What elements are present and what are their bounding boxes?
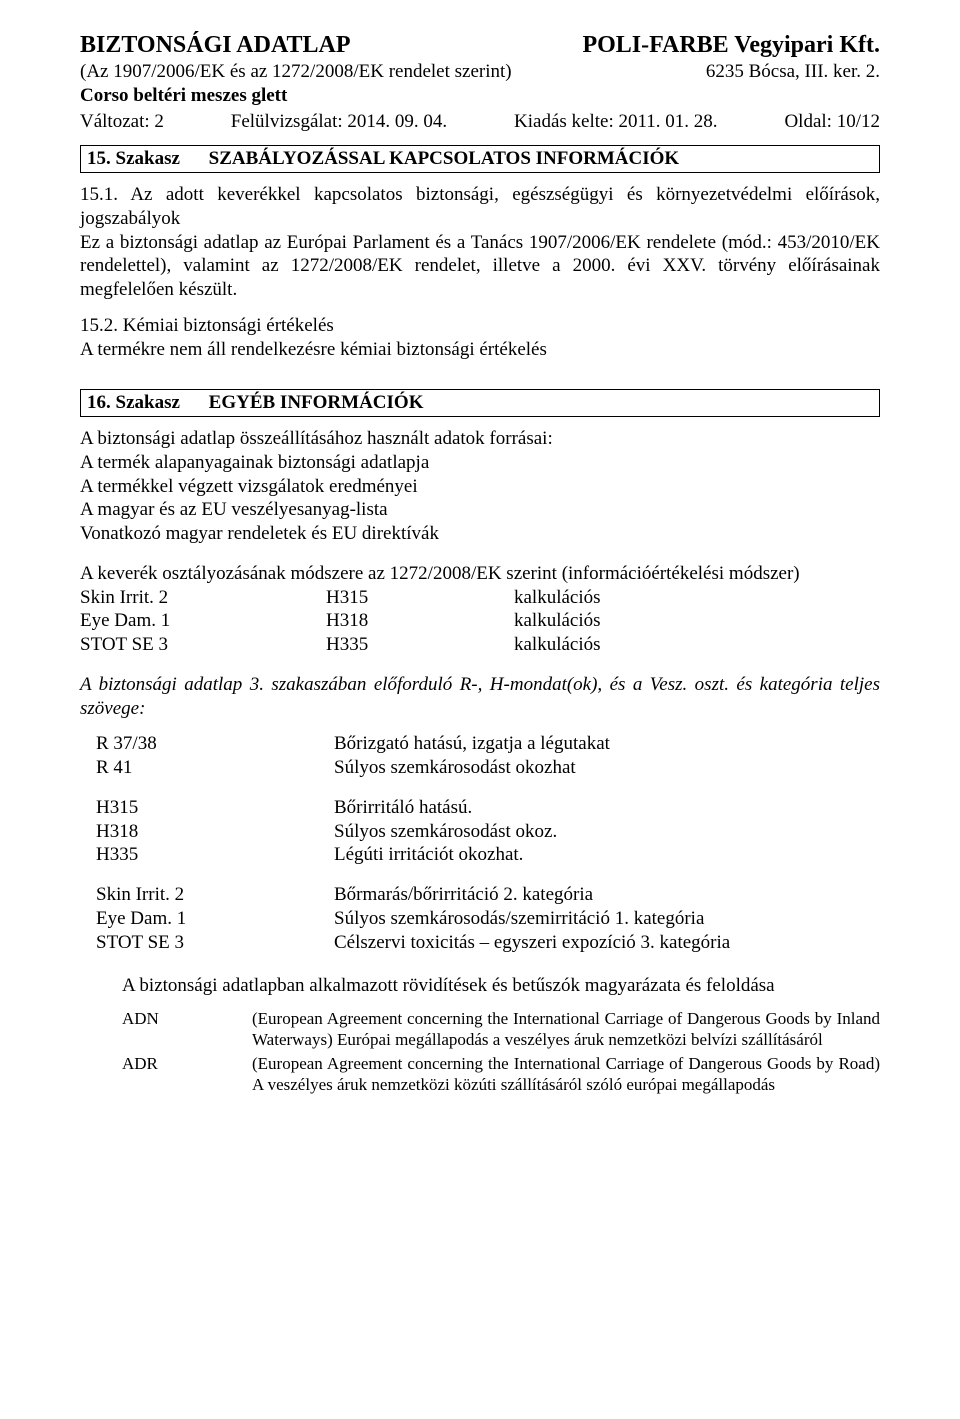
abbrev-list: ADN(European Agreement concerning the In… bbox=[122, 1008, 880, 1095]
h-phrase-list: H315Bőrirritáló hatású.H318Súlyos szemká… bbox=[80, 796, 880, 867]
abbrev-key: ADN bbox=[122, 1008, 252, 1051]
phrase-text: Bőrirritáló hatású. bbox=[334, 796, 880, 820]
list-item: Eye Dam. 1Súlyos szemkárosodás/szemirrit… bbox=[96, 907, 880, 931]
phrase-text: Bőrizgató hatású, izgatja a légutakat bbox=[334, 732, 880, 756]
header-left: BIZTONSÁGI ADATLAP (Az 1907/2006/EK és a… bbox=[80, 30, 512, 108]
section-15-1-title: 15.1. Az adott keverékkel kapcsolatos bi… bbox=[80, 184, 880, 229]
section-16-header: 16. Szakasz EGYÉB INFORMÁCIÓK bbox=[80, 389, 880, 417]
phrase-text: Súlyos szemkárosodás/szemirritáció 1. ka… bbox=[334, 907, 880, 931]
abbrev-desc: (European Agreement concerning the Inter… bbox=[252, 1008, 880, 1051]
phrase-text: Súlyos szemkárosodást okoz. bbox=[334, 820, 880, 844]
phrase-text: Bőrmarás/bőrirritáció 2. kategória bbox=[334, 883, 880, 907]
classification-table: Skin Irrit. 2H315kalkulációsEye Dam. 1H3… bbox=[80, 586, 880, 657]
list-item: H318Súlyos szemkárosodást okoz. bbox=[96, 820, 880, 844]
revision-date: Felülvizsgálat: 2014. 09. 04. bbox=[231, 110, 447, 134]
h-code: H318 bbox=[326, 609, 514, 633]
class-name: Eye Dam. 1 bbox=[80, 609, 326, 633]
category-list: Skin Irrit. 2Bőrmarás/bőrirritáció 2. ka… bbox=[80, 883, 880, 954]
section-15-2-body: A termékre nem áll rendelkezésre kémiai … bbox=[80, 339, 547, 360]
section-15-1: 15.1. Az adott keverékkel kapcsolatos bi… bbox=[80, 183, 880, 302]
section-16-label: 16. Szakasz bbox=[87, 392, 180, 413]
method: kalkulációs bbox=[514, 586, 880, 610]
list-item: STOT SE 3Célszervi toxicitás – egyszeri … bbox=[96, 931, 880, 955]
meta-row: Változat: 2 Felülvizsgálat: 2014. 09. 04… bbox=[80, 110, 880, 134]
phrases-intro: A biztonsági adatlap 3. szakaszában előf… bbox=[80, 673, 880, 721]
abbrev-key: ADR bbox=[122, 1053, 252, 1096]
header-right: POLI-FARBE Vegyipari Kft. 6235 Bócsa, II… bbox=[582, 30, 880, 84]
table-row: Eye Dam. 1H318kalkulációs bbox=[80, 609, 880, 633]
h-code: H335 bbox=[96, 843, 334, 867]
method: kalkulációs bbox=[514, 633, 880, 657]
source-line: A magyar és az EU veszélyesanyag-lista bbox=[80, 498, 880, 522]
section-15-header: 15. Szakasz SZABÁLYOZÁSSAL KAPCSOLATOS I… bbox=[80, 145, 880, 173]
company-address: 6235 Bócsa, III. ker. 2. bbox=[582, 60, 880, 84]
doc-title: BIZTONSÁGI ADATLAP bbox=[80, 30, 512, 60]
source-line: A termékkel végzett vizsgálatok eredmény… bbox=[80, 475, 880, 499]
category-code: Eye Dam. 1 bbox=[96, 907, 334, 931]
r-code: R 37/38 bbox=[96, 732, 334, 756]
sources-intro: A biztonsági adatlap összeállításához ha… bbox=[80, 427, 880, 451]
section-16-title: EGYÉB INFORMÁCIÓK bbox=[209, 392, 424, 413]
product-name: Corso beltéri meszes glett bbox=[80, 84, 512, 108]
source-line: Vonatkozó magyar rendeletek és EU direkt… bbox=[80, 522, 880, 546]
list-item: R 41Súlyos szemkárosodást okozhat bbox=[96, 756, 880, 780]
header: BIZTONSÁGI ADATLAP (Az 1907/2006/EK és a… bbox=[80, 30, 880, 108]
doc-subtitle: (Az 1907/2006/EK és az 1272/2008/EK rend… bbox=[80, 60, 512, 84]
list-item: R 37/38Bőrizgató hatású, izgatja a légut… bbox=[96, 732, 880, 756]
phrase-text: Légúti irritációt okozhat. bbox=[334, 843, 880, 867]
classification-intro: A keverék osztályozásának módszere az 12… bbox=[80, 562, 880, 586]
section-15-title: SZABÁLYOZÁSSAL KAPCSOLATOS INFORMÁCIÓK bbox=[209, 148, 680, 169]
class-name: STOT SE 3 bbox=[80, 633, 326, 657]
company-name: POLI-FARBE Vegyipari Kft. bbox=[582, 30, 880, 60]
h-code: H318 bbox=[96, 820, 334, 844]
abbrev-row: ADN(European Agreement concerning the In… bbox=[122, 1008, 880, 1051]
list-item: H315Bőrirritáló hatású. bbox=[96, 796, 880, 820]
r-phrase-list: R 37/38Bőrizgató hatású, izgatja a légut… bbox=[80, 732, 880, 780]
abbrev-block: A biztonsági adatlapban alkalmazott rövi… bbox=[80, 974, 880, 1095]
table-row: STOT SE 3H335kalkulációs bbox=[80, 633, 880, 657]
phrase-text: Célszervi toxicitás – egyszeri expozíció… bbox=[334, 931, 880, 955]
document-page: BIZTONSÁGI ADATLAP (Az 1907/2006/EK és a… bbox=[0, 0, 960, 1419]
h-code: H315 bbox=[96, 796, 334, 820]
source-line: A termék alapanyagainak biztonsági adatl… bbox=[80, 451, 880, 475]
list-item: H335Légúti irritációt okozhat. bbox=[96, 843, 880, 867]
class-name: Skin Irrit. 2 bbox=[80, 586, 326, 610]
variant: Változat: 2 bbox=[80, 110, 164, 134]
section-15-1-body: Ez a biztonsági adatlap az Európai Parla… bbox=[80, 232, 880, 301]
issue-date: Kiadás kelte: 2011. 01. 28. bbox=[514, 110, 718, 134]
table-row: Skin Irrit. 2H315kalkulációs bbox=[80, 586, 880, 610]
method: kalkulációs bbox=[514, 609, 880, 633]
section-15-label: 15. Szakasz bbox=[87, 148, 180, 169]
category-code: Skin Irrit. 2 bbox=[96, 883, 334, 907]
h-code: H335 bbox=[326, 633, 514, 657]
section-15-2: 15.2. Kémiai biztonsági értékelés A term… bbox=[80, 314, 880, 362]
abbrev-row: ADR(European Agreement concerning the In… bbox=[122, 1053, 880, 1096]
phrase-text: Súlyos szemkárosodást okozhat bbox=[334, 756, 880, 780]
abbrev-title: A biztonsági adatlapban alkalmazott rövi… bbox=[122, 974, 880, 998]
abbrev-desc: (European Agreement concerning the Inter… bbox=[252, 1053, 880, 1096]
list-item: Skin Irrit. 2Bőrmarás/bőrirritáció 2. ka… bbox=[96, 883, 880, 907]
category-code: STOT SE 3 bbox=[96, 931, 334, 955]
section-15-2-title: 15.2. Kémiai biztonsági értékelés bbox=[80, 315, 334, 336]
sources-list: A termék alapanyagainak biztonsági adatl… bbox=[80, 451, 880, 546]
r-code: R 41 bbox=[96, 756, 334, 780]
h-code: H315 bbox=[326, 586, 514, 610]
page-number: Oldal: 10/12 bbox=[784, 110, 880, 134]
